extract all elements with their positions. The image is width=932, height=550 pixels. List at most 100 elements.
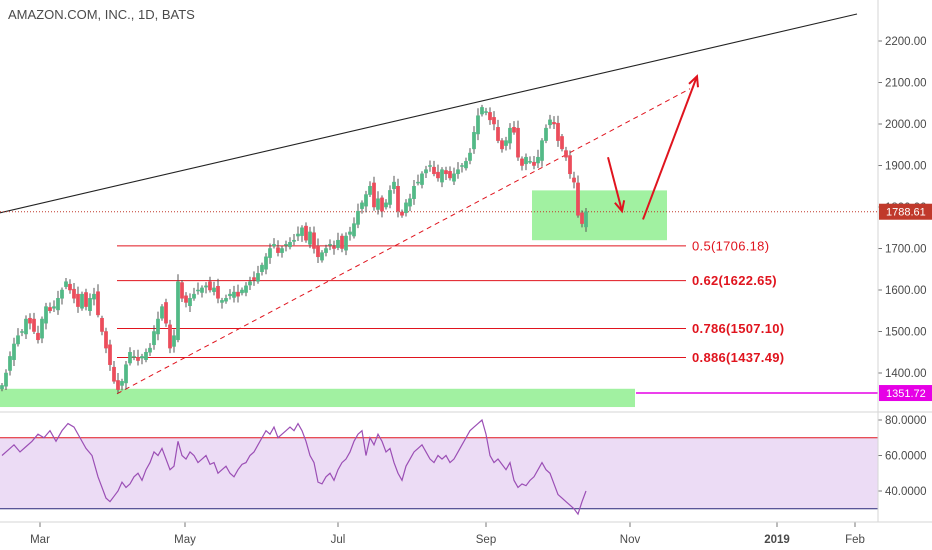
candle-body[interactable] xyxy=(304,225,308,241)
candle-body[interactable] xyxy=(8,356,12,371)
candle-body[interactable] xyxy=(368,186,372,195)
candle-body[interactable] xyxy=(216,286,220,299)
rsi-series-line[interactable] xyxy=(1,418,587,516)
candle-body[interactable] xyxy=(284,244,288,246)
candle-body[interactable] xyxy=(60,289,64,299)
candle-body[interactable] xyxy=(112,366,116,382)
candle-body[interactable] xyxy=(124,364,128,384)
candle-body[interactable] xyxy=(404,202,408,214)
candle-body[interactable] xyxy=(196,289,200,292)
candle-body[interactable] xyxy=(268,248,272,258)
candle-body[interactable] xyxy=(228,293,232,297)
candle-body[interactable] xyxy=(528,161,532,163)
candle-body[interactable] xyxy=(208,281,212,291)
candle-body[interactable] xyxy=(376,198,380,210)
candle-body[interactable] xyxy=(276,247,280,253)
support-trendline-dashed[interactable] xyxy=(116,88,691,395)
candle-body[interactable] xyxy=(344,235,348,251)
candle-body[interactable] xyxy=(184,295,188,303)
candle-body[interactable] xyxy=(64,281,68,287)
candle-body[interactable] xyxy=(212,287,216,292)
candle-body[interactable] xyxy=(300,227,304,236)
candle-body[interactable] xyxy=(520,158,524,166)
candle-body[interactable] xyxy=(340,235,344,249)
candle-body[interactable] xyxy=(140,356,144,359)
candle-body[interactable] xyxy=(504,140,508,146)
candle-body[interactable] xyxy=(240,289,244,294)
candle-body[interactable] xyxy=(72,288,76,299)
candle-body[interactable] xyxy=(508,127,512,144)
candle-body[interactable] xyxy=(576,182,580,216)
candle-body[interactable] xyxy=(248,281,252,286)
candle-body[interactable] xyxy=(52,306,56,309)
candle-body[interactable] xyxy=(440,169,444,183)
candle-body[interactable] xyxy=(584,211,588,228)
candle-body[interactable] xyxy=(96,291,100,316)
candle-body[interactable] xyxy=(148,347,152,353)
candle-body[interactable] xyxy=(312,232,316,249)
candle-body[interactable] xyxy=(372,182,376,208)
candle-body[interactable] xyxy=(436,171,440,179)
candle-body[interactable] xyxy=(552,122,556,125)
candle-body[interactable] xyxy=(388,190,392,205)
candle-body[interactable] xyxy=(180,282,184,299)
candle-body[interactable] xyxy=(188,298,192,307)
candle-body[interactable] xyxy=(20,331,24,333)
candle-body[interactable] xyxy=(232,291,236,298)
candle-body[interactable] xyxy=(336,239,340,248)
candle-body[interactable] xyxy=(156,318,160,335)
candle-body[interactable] xyxy=(432,166,436,175)
candle-body[interactable] xyxy=(408,198,412,207)
candle-body[interactable] xyxy=(160,306,164,319)
candle-body[interactable] xyxy=(424,169,428,174)
candle-body[interactable] xyxy=(164,302,168,324)
candle-body[interactable] xyxy=(524,156,528,165)
candle-body[interactable] xyxy=(452,173,456,182)
candle-body[interactable] xyxy=(12,343,16,360)
candle-body[interactable] xyxy=(348,231,352,235)
candle-body[interactable] xyxy=(480,107,484,115)
candle-body[interactable] xyxy=(84,292,88,307)
candle-body[interactable] xyxy=(400,211,404,216)
candle-body[interactable] xyxy=(80,293,84,309)
candle-body[interactable] xyxy=(512,127,516,133)
candle-body[interactable] xyxy=(324,248,328,253)
candle-body[interactable] xyxy=(456,169,460,175)
candle-body[interactable] xyxy=(48,307,52,311)
candle-body[interactable] xyxy=(532,161,536,166)
candle-body[interactable] xyxy=(28,317,32,324)
candle-body[interactable] xyxy=(280,248,284,253)
candle-body[interactable] xyxy=(464,161,468,169)
candle-body[interactable] xyxy=(352,223,356,237)
candle-body[interactable] xyxy=(328,244,332,246)
candle-body[interactable] xyxy=(92,293,96,300)
candle-body[interactable] xyxy=(172,335,176,347)
candle-body[interactable] xyxy=(396,186,400,212)
candle-body[interactable] xyxy=(536,156,540,164)
rsi-pane[interactable] xyxy=(0,418,878,516)
candle-body[interactable] xyxy=(460,165,464,167)
candle-body[interactable] xyxy=(260,264,264,272)
candle-body[interactable] xyxy=(444,170,448,175)
candle-body[interactable] xyxy=(144,352,148,360)
candle-body[interactable] xyxy=(264,256,268,270)
candle-body[interactable] xyxy=(168,324,172,349)
candle-body[interactable] xyxy=(540,140,544,161)
candle-body[interactable] xyxy=(564,150,568,158)
candle-body[interactable] xyxy=(384,202,388,208)
candle-body[interactable] xyxy=(488,112,492,121)
candle-body[interactable] xyxy=(132,356,136,358)
candle-body[interactable] xyxy=(496,127,500,141)
candle-body[interactable] xyxy=(56,298,60,311)
candle-body[interactable] xyxy=(364,194,368,207)
candle-body[interactable] xyxy=(252,277,256,280)
candle-body[interactable] xyxy=(420,173,424,185)
candle-body[interactable] xyxy=(360,202,364,209)
candle-body[interactable] xyxy=(500,140,504,150)
candle-body[interactable] xyxy=(288,242,292,248)
candle-body[interactable] xyxy=(468,152,472,161)
candle-body[interactable] xyxy=(484,111,488,113)
candle-body[interactable] xyxy=(516,127,520,158)
candle-body[interactable] xyxy=(176,281,180,341)
candle-body[interactable] xyxy=(448,171,452,179)
